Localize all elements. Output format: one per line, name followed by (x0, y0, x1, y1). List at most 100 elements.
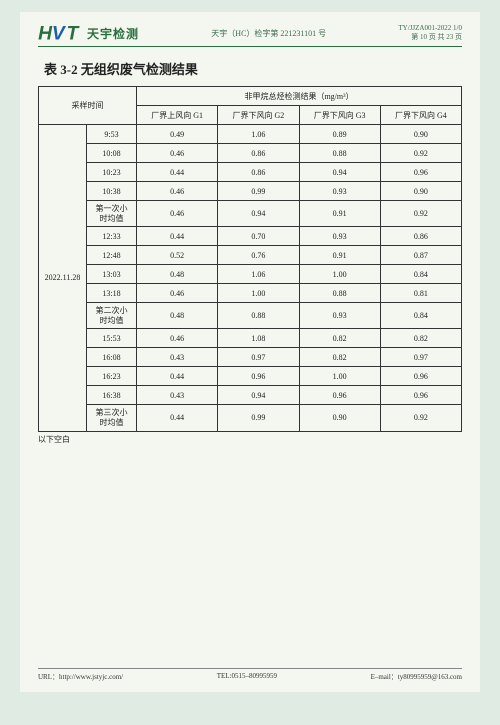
table-row: 15:530.461.080.820.82 (39, 329, 462, 348)
value-cell: 0.92 (380, 201, 461, 227)
value-cell: 0.96 (380, 163, 461, 182)
value-cell: 0.86 (380, 227, 461, 246)
value-cell: 1.06 (218, 125, 299, 144)
table-row: 16:380.430.940.960.96 (39, 386, 462, 405)
time-cell: 10:38 (87, 182, 137, 201)
page-footer: URL：http://www.jstyjc.com/ TEL:0515–8099… (38, 668, 462, 682)
col-g4: 厂界下风向 G4 (380, 106, 461, 125)
value-cell: 0.93 (299, 182, 380, 201)
document-page: H V T 天宇检测 天宇（HC）检字第 221231101 号 TY/JJZA… (20, 12, 480, 692)
value-cell: 0.99 (218, 182, 299, 201)
value-cell: 0.90 (299, 405, 380, 431)
table-row: 13:030.481.061.000.84 (39, 265, 462, 284)
value-cell: 0.93 (299, 303, 380, 329)
blank-below-note: 以下空白 (38, 434, 462, 445)
col-sampling-time: 采样时间 (39, 87, 137, 125)
value-cell: 0.46 (137, 182, 218, 201)
col-g2: 厂界下风向 G2 (218, 106, 299, 125)
value-cell: 0.49 (137, 125, 218, 144)
doc-code: TY/JJZA001-2022 1/0 (398, 24, 462, 33)
value-cell: 0.44 (137, 405, 218, 431)
value-cell: 0.46 (137, 144, 218, 163)
value-cell: 0.91 (299, 246, 380, 265)
time-cell: 第三次小时均值 (87, 405, 137, 431)
value-cell: 0.90 (380, 182, 461, 201)
value-cell: 1.08 (218, 329, 299, 348)
time-cell: 13:18 (87, 284, 137, 303)
value-cell: 0.94 (218, 386, 299, 405)
value-cell: 0.96 (380, 386, 461, 405)
value-cell: 0.96 (299, 386, 380, 405)
time-cell: 第一次小时均值 (87, 201, 137, 227)
table-row: 10:380.460.990.930.90 (39, 182, 462, 201)
value-cell: 0.88 (218, 303, 299, 329)
value-cell: 1.00 (218, 284, 299, 303)
svg-text:H: H (38, 23, 53, 44)
table-row: 12:480.520.760.910.87 (39, 246, 462, 265)
value-cell: 0.43 (137, 386, 218, 405)
value-cell: 0.88 (299, 284, 380, 303)
table-row: 第三次小时均值0.440.990.900.92 (39, 405, 462, 431)
value-cell: 0.44 (137, 163, 218, 182)
value-cell: 0.96 (218, 367, 299, 386)
results-table: 采样时间 非甲烷总烃检测结果（mg/m³） 厂界上风向 G1 厂界下风向 G2 … (38, 86, 462, 432)
value-cell: 0.90 (380, 125, 461, 144)
value-cell: 0.44 (137, 367, 218, 386)
logo-block: H V T 天宇检测 (38, 22, 139, 44)
value-cell: 0.86 (218, 144, 299, 163)
value-cell: 1.00 (299, 367, 380, 386)
table-row: 第二次小时均值0.480.880.930.84 (39, 303, 462, 329)
page-number: 第 10 页 共 23 页 (398, 33, 462, 42)
value-cell: 0.43 (137, 348, 218, 367)
value-cell: 0.89 (299, 125, 380, 144)
value-cell: 0.88 (299, 144, 380, 163)
value-cell: 0.70 (218, 227, 299, 246)
value-cell: 0.97 (380, 348, 461, 367)
table-row: 12:330.440.700.930.86 (39, 227, 462, 246)
table-title: 表 3-2 无组织废气检测结果 (44, 59, 462, 78)
hvt-logo-icon: H V T (38, 22, 84, 44)
col-results-header: 非甲烷总烃检测结果（mg/m³） (137, 87, 462, 106)
value-cell: 0.86 (218, 163, 299, 182)
col-g3: 厂界下风向 G3 (299, 106, 380, 125)
table-row: 13:180.461.000.880.81 (39, 284, 462, 303)
table-row: 10:080.460.860.880.92 (39, 144, 462, 163)
value-cell: 0.94 (299, 163, 380, 182)
footer-email: E–mail：ty80995959@163.com (371, 672, 462, 682)
time-cell: 12:33 (87, 227, 137, 246)
value-cell: 0.52 (137, 246, 218, 265)
time-cell: 9:53 (87, 125, 137, 144)
svg-text:V: V (52, 23, 67, 44)
page-header: H V T 天宇检测 天宇（HC）检字第 221231101 号 TY/JJZA… (38, 22, 462, 47)
header-center-text: 天宇（HC）检字第 221231101 号 (139, 22, 398, 39)
table-row: 第一次小时均值0.460.940.910.92 (39, 201, 462, 227)
value-cell: 0.76 (218, 246, 299, 265)
value-cell: 0.44 (137, 227, 218, 246)
value-cell: 0.92 (380, 405, 461, 431)
svg-text:T: T (67, 23, 81, 44)
time-cell: 16:08 (87, 348, 137, 367)
value-cell: 0.46 (137, 284, 218, 303)
logo-text: 天宇检测 (87, 25, 139, 42)
table-row: 16:080.430.970.820.97 (39, 348, 462, 367)
value-cell: 0.84 (380, 303, 461, 329)
value-cell: 0.82 (299, 329, 380, 348)
time-cell: 15:53 (87, 329, 137, 348)
table-row: 2022.11.289:530.491.060.890.90 (39, 125, 462, 144)
table-row: 16:230.440.961.000.96 (39, 367, 462, 386)
time-cell: 16:38 (87, 386, 137, 405)
footer-tel: TEL:0515–80995959 (217, 672, 277, 682)
value-cell: 1.00 (299, 265, 380, 284)
value-cell: 0.82 (299, 348, 380, 367)
col-g1: 厂界上风向 G1 (137, 106, 218, 125)
value-cell: 0.48 (137, 265, 218, 284)
value-cell: 0.97 (218, 348, 299, 367)
value-cell: 0.99 (218, 405, 299, 431)
value-cell: 0.93 (299, 227, 380, 246)
time-cell: 12:48 (87, 246, 137, 265)
value-cell: 0.91 (299, 201, 380, 227)
value-cell: 1.06 (218, 265, 299, 284)
time-cell: 16:23 (87, 367, 137, 386)
time-cell: 10:08 (87, 144, 137, 163)
value-cell: 0.94 (218, 201, 299, 227)
